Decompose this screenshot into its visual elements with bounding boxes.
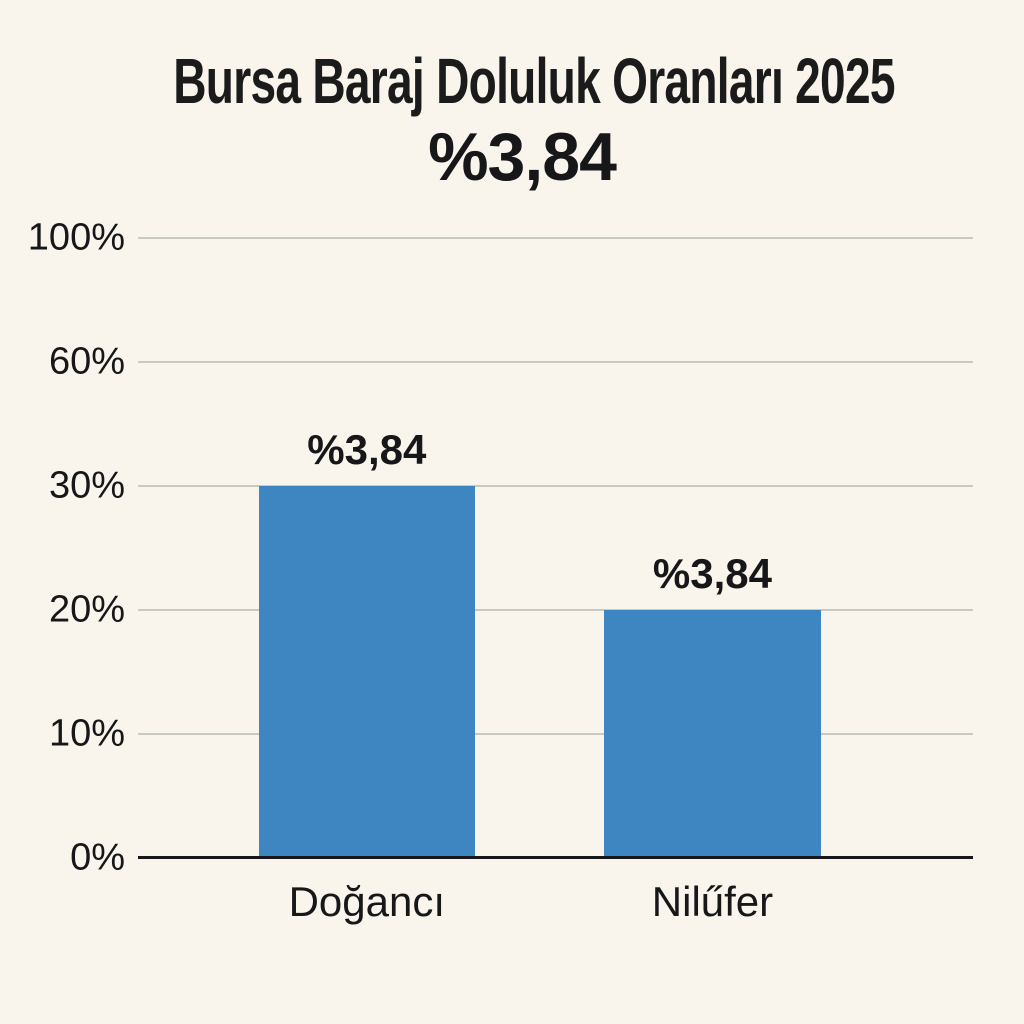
y-axis-tick-label: 0% — [70, 836, 125, 879]
bar-value-label: %3,84 — [652, 550, 773, 597]
bar — [604, 610, 821, 858]
x-axis-category-label: Nilűfer — [651, 878, 774, 925]
y-axis-tick-label: 100% — [27, 216, 125, 259]
y-axis-tick-label: 20% — [48, 588, 125, 631]
chart-subtitle: %3,84 — [428, 119, 617, 195]
y-axis-tick-label: 30% — [48, 464, 125, 507]
bar-value-label: %3,84 — [307, 426, 427, 473]
y-gridline — [138, 361, 973, 363]
y-axis-tick-label: 60% — [48, 340, 125, 383]
x-axis-category-label: Doğancı — [288, 878, 445, 925]
y-gridline — [138, 609, 973, 611]
bar — [258, 486, 475, 858]
x-axis-line — [138, 856, 973, 859]
plot-area: 100% 60% 30% 20% 10% 0% %3,84 Doğancı %3,84 Nilűf… — [28, 217, 973, 925]
y-gridline — [138, 733, 973, 735]
y-gridline — [138, 237, 973, 239]
y-axis-tick-label: 10% — [48, 712, 125, 755]
y-gridline — [138, 485, 973, 487]
chart-title: Bursa Baraj Doluluk Oranları 2025 — [173, 45, 895, 117]
